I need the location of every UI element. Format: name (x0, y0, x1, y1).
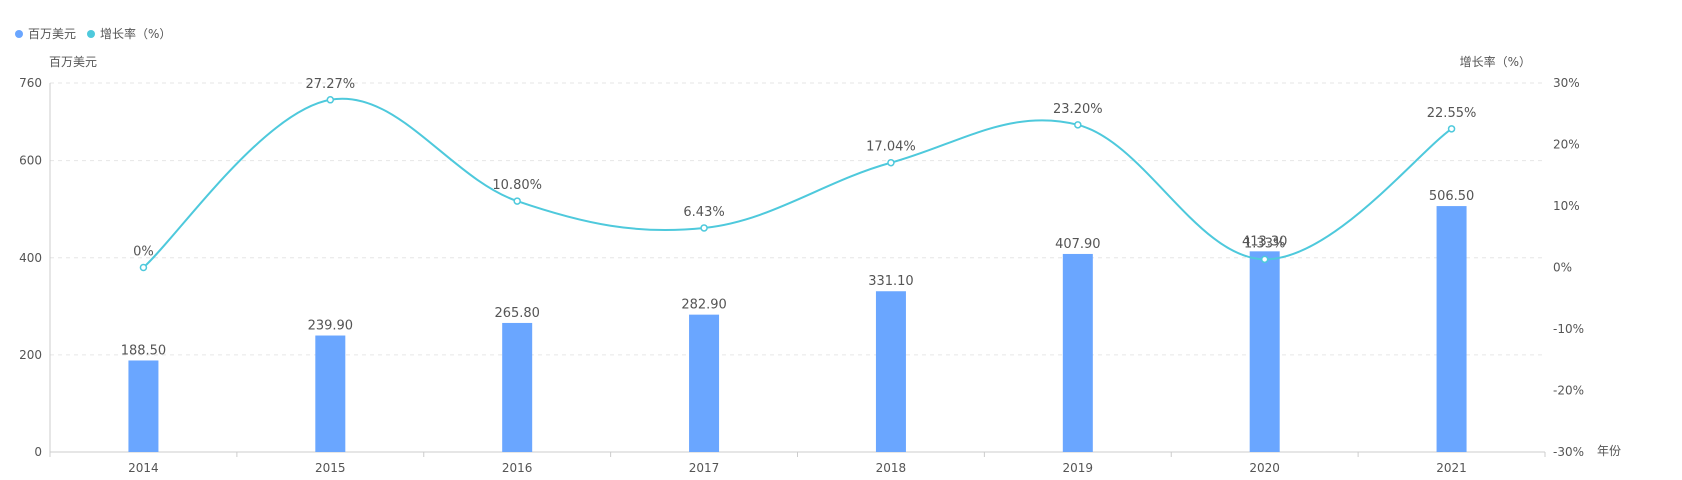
x-tick-label: 2016 (502, 461, 533, 475)
legend-bar-label[interactable]: 百万美元 (28, 27, 76, 41)
bar-value-label: 188.50 (121, 343, 167, 358)
growth-rate-line (142, 97, 1453, 269)
bar-value-label: 265.80 (494, 306, 540, 321)
growth-rate-label: 23.20% (1053, 102, 1103, 117)
growth-rate-label: 1.33% (1244, 236, 1285, 251)
bar (315, 335, 346, 452)
growth-rate-label: 0% (133, 245, 154, 260)
line-series (139, 96, 1456, 272)
legend: 百万美元 增长率（%） (15, 26, 171, 41)
growth-rate-point (1074, 121, 1082, 129)
x-tick-label: 2018 (876, 461, 907, 475)
x-tick-label: 2014 (128, 461, 159, 475)
bar-value-label: 282.90 (681, 298, 727, 313)
left-tick-label: 400 (19, 251, 42, 265)
growth-rate-point (887, 158, 895, 167)
left-tick-label: 200 (19, 348, 42, 362)
bar-value-label: 239.90 (308, 319, 354, 334)
growth-rate-label: 10.80% (492, 178, 542, 193)
x-tick-label: 2020 (1249, 461, 1280, 475)
growth-rate-label: 22.55% (1427, 106, 1477, 121)
bar-value-label: 413.30 (1242, 234, 1288, 249)
bar (1249, 251, 1280, 452)
growth-rate-label: 6.43% (683, 205, 724, 220)
right-tick-label: 10% (1553, 199, 1580, 213)
left-axis-ticks: 0 200 400 600 760 (19, 76, 51, 459)
line-value-labels: 0% 27.27% 10.80% 6.43% 17.04% 23.20% 1.33% 22.5… (133, 77, 1476, 260)
left-tick-label: 760 (19, 76, 42, 90)
growth-rate-label: 17.04% (866, 140, 916, 155)
x-axis-title: 年份 (1597, 444, 1621, 458)
left-axis-title: 百万美元 (49, 55, 97, 69)
bar-value-label: 331.10 (868, 274, 914, 289)
growth-rate-label: 27.27% (306, 77, 356, 92)
x-tick-label: 2015 (315, 461, 346, 475)
x-tick-label: 2021 (1436, 461, 1467, 475)
bar (1436, 206, 1467, 452)
left-tick-label: 600 (19, 154, 42, 168)
x-tick-label: 2017 (689, 461, 720, 475)
growth-rate-point (1260, 255, 1269, 264)
bar (502, 322, 533, 452)
bar-value-labels: 188.50 239.90 265.80 282.90 331.10 407.90 413.… (121, 189, 1475, 358)
left-tick-label: 0 (34, 445, 42, 459)
bar-value-label: 506.50 (1429, 189, 1475, 204)
x-axis: 2014 2015 2016 2017 2018 2019 2020 2021 (49, 451, 1546, 475)
right-tick-label: 20% (1553, 138, 1580, 152)
bar (128, 360, 159, 452)
bar (689, 314, 720, 452)
right-tick-label: -10% (1553, 322, 1584, 336)
legend-bar-marker (15, 30, 23, 38)
growth-rate-point (513, 197, 521, 205)
legend-line-label[interactable]: 增长率（%） (100, 26, 171, 41)
right-axis-ticks: -30% -20% -10% 0% 10% 20% 30% (1553, 76, 1584, 459)
growth-rate-point (139, 263, 148, 272)
right-tick-label: 0% (1553, 261, 1572, 275)
growth-rate-point (1447, 125, 1456, 133)
right-tick-label: -20% (1553, 384, 1584, 398)
growth-rate-point (700, 224, 708, 232)
right-tick-label: -30% (1553, 445, 1584, 459)
bar-series (128, 206, 1467, 452)
bar-value-label: 407.90 (1055, 237, 1101, 252)
x-tick-label: 2019 (1063, 461, 1094, 475)
growth-rate-point (326, 96, 335, 104)
legend-line-marker (87, 30, 95, 38)
bar (875, 291, 906, 452)
right-tick-label: 30% (1553, 76, 1580, 90)
bar (1062, 253, 1093, 452)
right-axis-title: 增长率（%） (1460, 54, 1531, 69)
grid-lines (50, 82, 1545, 356)
